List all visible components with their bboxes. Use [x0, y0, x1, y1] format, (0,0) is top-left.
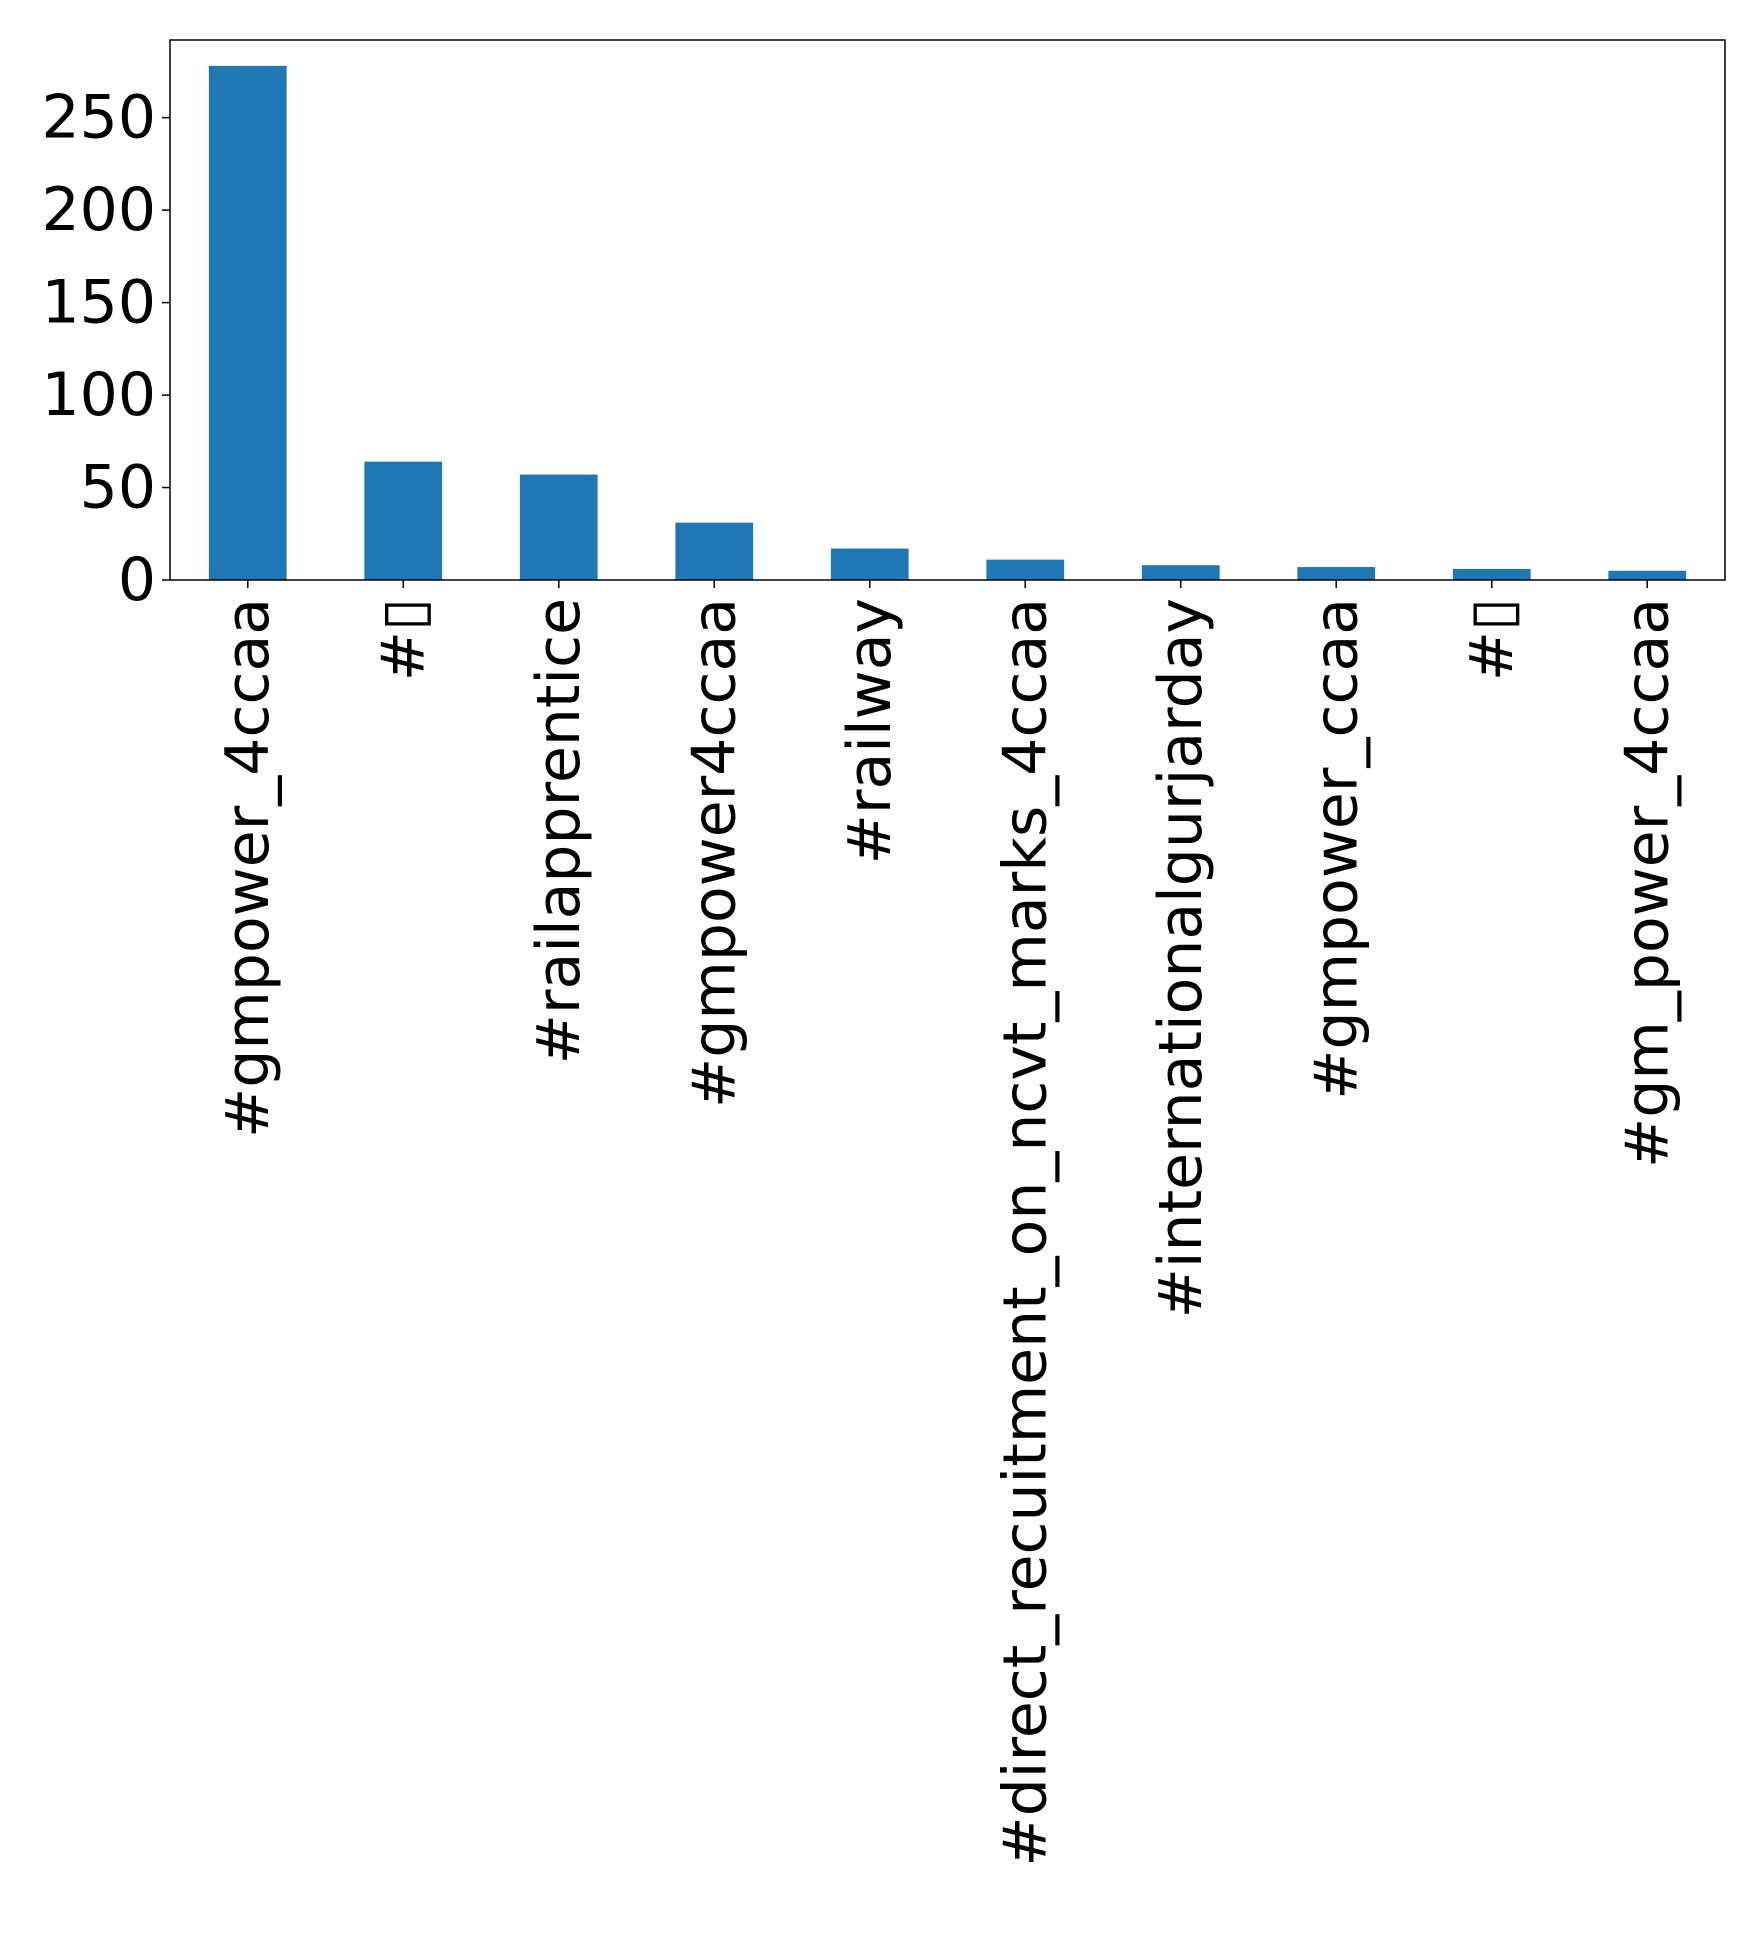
y-tick-label-1: 50	[80, 453, 156, 523]
bar-6	[1141, 565, 1220, 580]
bar-2	[519, 474, 598, 580]
y-tick-label-5: 250	[41, 83, 156, 153]
y-tick-label-4: 200	[41, 175, 156, 245]
y-tick-label-3: 150	[41, 268, 156, 338]
bar-7	[1297, 567, 1376, 580]
bars-group	[208, 65, 1687, 581]
bar-3	[675, 522, 754, 580]
x-tick-label-5: #direct_recuitment_on_ncvt_marks_4ccaa	[990, 598, 1060, 1867]
x-tick-label-7: #gmpower_ccaa	[1301, 598, 1371, 1100]
bar-5	[986, 559, 1065, 580]
x-tick-label-6: #internationalgurjarday	[1146, 598, 1216, 1318]
x-tick-label-1: #▯	[368, 598, 438, 681]
x-tick-label-4: #railway	[835, 598, 905, 864]
bar-4	[830, 548, 909, 580]
bar-9	[1608, 570, 1687, 580]
x-tick-label-0: #gmpower_4ccaa	[213, 598, 283, 1138]
bar-0	[208, 65, 287, 581]
bar-8	[1452, 568, 1531, 580]
y-tick-label-0: 0	[118, 545, 156, 615]
y-axis: 0 50 100 150 200 250	[41, 83, 170, 615]
bar-1	[364, 461, 443, 580]
x-tick-label-8: #▯	[1457, 598, 1527, 681]
y-tick-label-2: 100	[41, 360, 156, 430]
x-tick-label-9: #gm_power_4ccaa	[1612, 598, 1682, 1168]
x-axis: #gmpower_4ccaa #▯ #railapprentice #gmpower4…	[213, 580, 1682, 1867]
x-tick-label-2: #railapprentice	[524, 598, 594, 1064]
plot-frame	[169, 39, 1726, 581]
x-tick-label-3: #gmpower4ccaa	[679, 598, 749, 1108]
